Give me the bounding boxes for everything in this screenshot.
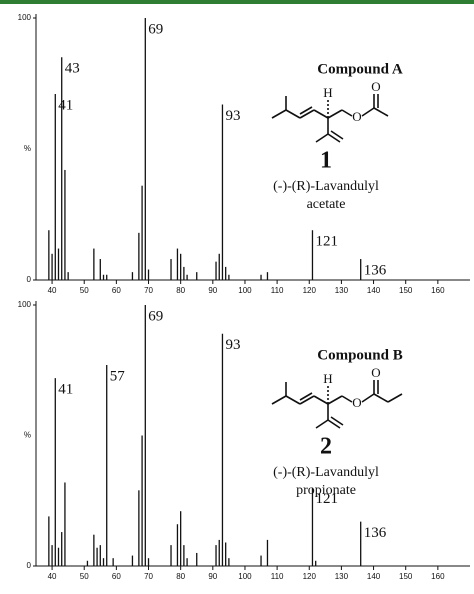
atom: H [323, 371, 332, 386]
x-tick-label: 130 [335, 572, 349, 581]
x-tick-label: 90 [208, 286, 217, 295]
x-tick-label: 140 [367, 572, 381, 581]
x-tick-label: 80 [176, 572, 185, 581]
y-axis-label: % [24, 144, 31, 153]
structure-a [271, 94, 389, 143]
x-tick-label: 70 [144, 286, 153, 295]
x-tick-label: 120 [303, 572, 317, 581]
compound-number: 2 [320, 434, 332, 460]
x-tick-label: 110 [271, 572, 284, 581]
atom: O [371, 79, 380, 94]
x-tick-label: 60 [112, 572, 121, 581]
x-tick-label: 80 [176, 286, 185, 295]
compound-label: Compound B [317, 347, 402, 363]
y-tick-label: 100 [18, 13, 32, 22]
x-tick-label: 120 [303, 286, 317, 295]
x-tick-label: 90 [208, 572, 217, 581]
atom: O [371, 365, 380, 380]
peak-label: 41 [58, 382, 73, 398]
atom: O [352, 109, 361, 124]
compound-number: 1 [320, 148, 332, 174]
x-tick-label: 150 [399, 572, 413, 581]
compound-name: propionate [296, 483, 356, 498]
y-tick-label: 100 [18, 300, 32, 309]
compound-name: (-)-(R)-Lavandulyl [273, 465, 379, 480]
peak-label: 121 [315, 491, 338, 507]
peak-label: 57 [110, 368, 126, 384]
x-tick-label: 40 [48, 572, 57, 581]
peak-label: 93 [225, 337, 240, 353]
peak-label: 69 [148, 21, 163, 37]
compound-name: (-)-(R)-Lavandulyl [273, 179, 379, 194]
atom: H [323, 85, 332, 100]
y-axis-label: % [24, 431, 31, 440]
x-tick-label: 150 [399, 286, 413, 295]
structure-b [271, 380, 403, 429]
x-tick-label: 40 [48, 286, 57, 295]
peak-label: 41 [58, 97, 73, 113]
x-tick-label: 140 [367, 286, 381, 295]
x-tick-label: 160 [431, 286, 445, 295]
peak-label: 43 [65, 61, 80, 77]
compound-name: acetate [307, 197, 346, 212]
x-tick-label: 160 [431, 572, 445, 581]
peak-label: 136 [364, 525, 387, 541]
peak-label: 69 [148, 308, 163, 324]
y-tick-label: 0 [27, 275, 32, 284]
peak-label: 93 [225, 108, 240, 124]
peak-label: 136 [364, 262, 387, 278]
x-tick-label: 100 [238, 572, 252, 581]
x-tick-label: 110 [271, 286, 284, 295]
peak-label: 121 [315, 234, 338, 250]
atom: O [352, 395, 361, 410]
x-tick-label: 50 [80, 572, 89, 581]
x-tick-label: 130 [335, 286, 349, 295]
compound-label: Compound A [317, 61, 403, 77]
x-tick-label: 50 [80, 286, 89, 295]
y-tick-label: 0 [27, 561, 32, 570]
x-tick-label: 70 [144, 572, 153, 581]
top-bar [0, 0, 474, 4]
x-tick-label: 100 [238, 286, 252, 295]
x-tick-label: 60 [112, 286, 121, 295]
